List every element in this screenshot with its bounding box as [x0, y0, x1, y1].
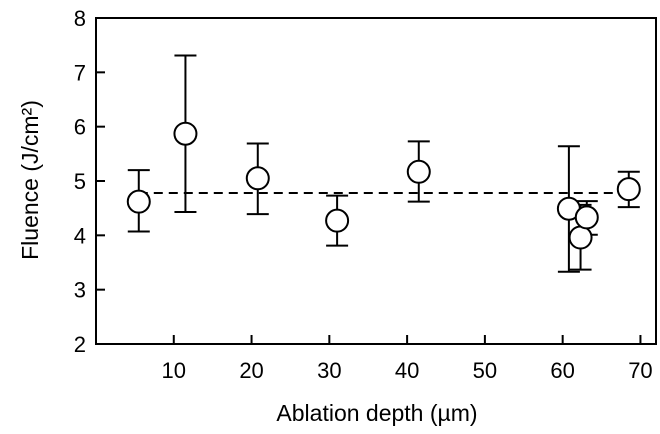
data-point [406, 159, 431, 184]
axis-layer: 2 3 4 5 6 7 8 10 20 30 40 50 60 70 [74, 6, 657, 383]
data-point [574, 205, 599, 230]
data-point [616, 177, 641, 202]
data-point [568, 225, 593, 250]
data-point-layer [126, 121, 641, 250]
y-tick-label: 3 [74, 278, 86, 303]
x-tick-label: 70 [628, 358, 652, 383]
y-tick-label: 4 [74, 223, 86, 248]
x-tick-label: 60 [550, 358, 574, 383]
y-tick-label: 5 [74, 169, 86, 194]
x-axis-label: Ablation depth (µm) [276, 400, 477, 426]
error-bar-layer [127, 54, 640, 273]
data-point [126, 189, 151, 214]
y-tick-label: 8 [74, 6, 86, 31]
x-tick-label: 30 [317, 358, 341, 383]
y-axis-label: Fluence (J/cm²) [17, 100, 43, 260]
plot-frame [95, 17, 657, 345]
x-tick-label: 10 [162, 358, 186, 383]
x-tick-label: 20 [239, 358, 263, 383]
x-tick-label: 40 [395, 358, 419, 383]
y-tick-label: 7 [74, 60, 86, 85]
y-tick-label: 6 [74, 115, 86, 140]
x-tick-label: 50 [473, 358, 497, 383]
data-point [245, 166, 270, 191]
y-tick-label: 2 [74, 332, 86, 357]
data-point [325, 208, 350, 233]
data-point [173, 121, 198, 146]
